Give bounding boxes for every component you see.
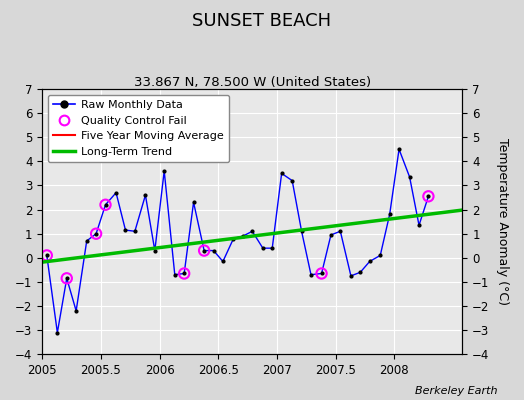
Y-axis label: Temperature Anomaly (°C): Temperature Anomaly (°C) [496, 138, 509, 305]
Title: 33.867 N, 78.500 W (United States): 33.867 N, 78.500 W (United States) [134, 76, 371, 89]
Text: Berkeley Earth: Berkeley Earth [416, 386, 498, 396]
Point [180, 270, 188, 277]
Legend: Raw Monthly Data, Quality Control Fail, Five Year Moving Average, Long-Term Tren: Raw Monthly Data, Quality Control Fail, … [48, 94, 230, 162]
Point [101, 202, 110, 208]
Point [92, 230, 100, 237]
Point [424, 193, 433, 200]
Point [318, 270, 326, 277]
Point [42, 252, 51, 259]
Text: SUNSET BEACH: SUNSET BEACH [192, 12, 332, 30]
Point [62, 275, 71, 282]
Point [200, 247, 209, 254]
